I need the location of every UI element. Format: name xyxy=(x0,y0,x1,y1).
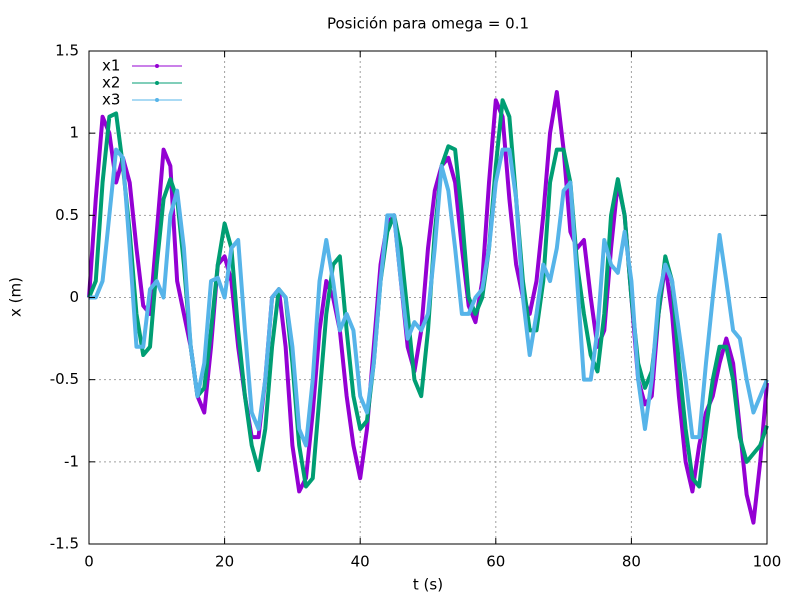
legend-marker xyxy=(155,98,159,102)
plot-area xyxy=(87,90,769,525)
x-tick-label: 40 xyxy=(351,553,370,571)
y-tick-label: 0 xyxy=(69,288,79,306)
chart-title: Posición para omega = 0.1 xyxy=(327,15,529,33)
x-tick-label: 20 xyxy=(215,553,234,571)
legend-label: x2 xyxy=(102,74,120,92)
y-tick-label: 1.5 xyxy=(55,42,79,60)
y-tick-label: 1 xyxy=(69,124,79,142)
legend-marker xyxy=(155,64,159,68)
x-axis-label: t (s) xyxy=(413,576,443,594)
x-tick-label: 0 xyxy=(84,553,94,571)
x-tick-label: 100 xyxy=(753,553,782,571)
series-line xyxy=(89,147,769,448)
y-tick-label: -1 xyxy=(64,452,79,470)
x-tick-label: 60 xyxy=(486,553,505,571)
x-tick-label: 80 xyxy=(622,553,641,571)
y-axis-label: x (m) xyxy=(7,277,25,317)
y-tick-label: -1.5 xyxy=(50,535,79,553)
legend-label: x1 xyxy=(102,57,120,75)
y-tick-label: 0.5 xyxy=(55,206,79,224)
legend-marker xyxy=(155,81,159,85)
legend-label: x3 xyxy=(102,91,120,109)
y-tick-label: -0.5 xyxy=(50,370,79,388)
series-line xyxy=(87,98,769,489)
